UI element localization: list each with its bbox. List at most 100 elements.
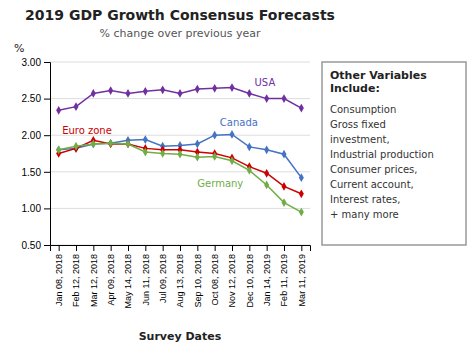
y-tick-mark: [44, 135, 50, 136]
series-marker: [91, 140, 96, 149]
subtitle: % change over previous year: [99, 27, 260, 40]
x-tick-label: Aug 13, 2018: [175, 254, 185, 308]
y-tick-label: 0.50: [22, 240, 42, 251]
x-tick-mark: [215, 245, 216, 251]
x-tick-label: Feb 12, 2018: [71, 254, 81, 307]
y-axis: 0.501.001.502.002.503.00: [22, 57, 51, 251]
x-tick-mark: [249, 245, 250, 251]
info-box-title: Other Variables: [330, 69, 427, 82]
x-tick: Apr 09, 2018: [106, 245, 116, 306]
info-box-text: Gross fixed: [330, 119, 386, 130]
series-label: Euro zone: [62, 125, 112, 136]
series-marker: [299, 104, 304, 113]
x-tick-mark: [232, 245, 233, 251]
series-line: [59, 88, 302, 111]
series-marker: [264, 181, 269, 190]
x-tick-mark: [301, 245, 302, 251]
x-tick-mark: [59, 245, 60, 251]
series-marker: [160, 85, 165, 94]
series-marker: [177, 150, 182, 159]
series-marker: [212, 84, 217, 93]
x-tick: Jul 09, 2018: [158, 245, 168, 303]
series-marker: [143, 148, 148, 157]
series-marker: [212, 131, 217, 140]
series-marker: [229, 156, 234, 165]
y-tick-mark: [44, 245, 50, 246]
y-tick-mark: [44, 99, 50, 100]
y-tick: 3.00: [22, 57, 50, 68]
x-tick-label: Jan 08, 2018: [54, 254, 64, 306]
x-tick-mark: [128, 245, 129, 251]
info-box: Other VariablesInclude:ConsumptionGross …: [322, 62, 466, 245]
series-marker: [73, 102, 78, 111]
y-axis-label: %: [14, 42, 24, 55]
grid-line: [50, 171, 310, 172]
plot-area: [56, 83, 304, 216]
series-marker: [56, 145, 61, 154]
x-tick: Oct 08, 2018: [210, 245, 220, 306]
series-marker: [229, 83, 234, 92]
series-marker: [143, 87, 148, 96]
series-marker: [299, 189, 304, 198]
y-tick-mark: [44, 208, 50, 209]
chart-container: 2019 GDP Growth Consensus Forecasts % cha…: [0, 0, 474, 350]
info-box-text: investment,: [330, 134, 390, 145]
series-marker: [264, 169, 269, 178]
x-tick: Aug 13, 2018: [175, 245, 185, 308]
series-marker: [108, 140, 113, 149]
series-label: USA: [255, 77, 276, 88]
series-marker: [195, 140, 200, 149]
x-tick-mark: [163, 245, 164, 251]
x-tick-label: Mar 12, 2018: [89, 254, 99, 307]
series-marker: [247, 166, 252, 175]
series-marker: [281, 150, 286, 159]
series-marker: [143, 135, 148, 144]
series-marker: [281, 94, 286, 103]
x-tick: Jan 08, 2018: [54, 245, 64, 306]
series-marker: [299, 173, 304, 182]
x-tick-label: Jan 14, 2019: [262, 254, 272, 306]
series-marker: [247, 143, 252, 152]
y-tick: 0.50: [22, 240, 50, 251]
series-marker: [160, 149, 165, 158]
title: 2019 GDP Growth Consensus Forecasts: [25, 7, 335, 23]
series-marker: [91, 89, 96, 98]
series-marker: [195, 85, 200, 94]
x-tick-mark: [93, 245, 94, 251]
series-marker: [212, 152, 217, 161]
x-axis-line: [51, 246, 311, 252]
series-marker: [73, 142, 78, 151]
x-tick-label: Nov 12, 2018: [227, 254, 237, 308]
x-tick: Dec 10, 2018: [245, 245, 255, 308]
x-tick-label: Sep 10, 2018: [193, 254, 203, 308]
series-marker: [125, 140, 130, 149]
x-tick: Nov 12, 2018: [227, 245, 237, 308]
series-marker: [264, 94, 269, 103]
x-tick: May 14, 2018: [123, 245, 133, 309]
info-box-text: Interest rates,: [330, 194, 400, 205]
series-label: Canada: [220, 117, 258, 128]
x-tick-label: Apr 09, 2018: [106, 254, 116, 306]
x-tick-label: Dec 10, 2018: [245, 254, 255, 308]
y-tick-label: 2.50: [22, 93, 42, 104]
series-labels: USACanadaEuro zoneGermany: [62, 77, 275, 189]
y-tick-label: 1.50: [22, 167, 42, 178]
x-tick-label: Feb 11, 2019: [279, 254, 289, 306]
y-tick: 2.50: [22, 93, 50, 104]
y-tick-mark: [44, 62, 50, 63]
x-tick-mark: [145, 245, 146, 251]
x-tick-label: Oct 08, 2018: [210, 254, 220, 306]
x-tick-mark: [284, 245, 285, 251]
y-tick: 1.50: [22, 167, 50, 178]
y-tick-mark: [44, 172, 50, 173]
chart-svg: 2019 GDP Growth Consensus Forecasts % cha…: [0, 0, 474, 350]
series-marker: [299, 208, 304, 217]
y-tick: 1.00: [22, 203, 50, 214]
x-tick: Feb 12, 2018: [71, 245, 81, 307]
series-line: [59, 140, 302, 193]
series-marker: [281, 198, 286, 207]
series-marker: [108, 139, 113, 148]
y-tick-label: 1.00: [22, 203, 42, 214]
x-tick-label: Jun 11, 2018: [141, 254, 151, 305]
x-tick-label: May 14, 2018: [123, 254, 133, 309]
